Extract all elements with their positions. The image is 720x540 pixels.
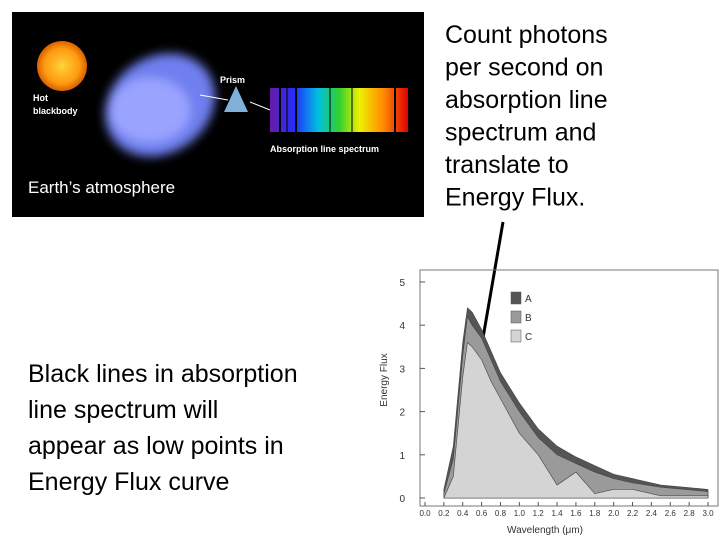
- hot-label: Hot: [33, 93, 48, 103]
- light-ray: [199, 94, 229, 101]
- legend-swatch: [510, 291, 522, 305]
- body-text: appear as low points in: [28, 432, 284, 460]
- body-text: Count photons: [445, 21, 608, 49]
- legend-label: B: [525, 313, 532, 324]
- area: [443, 341, 709, 499]
- spectrum: [270, 88, 408, 132]
- legend-swatch: [510, 310, 522, 324]
- x-tick-label: 2.2: [627, 509, 639, 518]
- x-tick-label: 2.8: [684, 509, 696, 518]
- legend-label: A: [525, 294, 532, 305]
- x-tick-label: 0.0: [419, 509, 431, 518]
- atmosphere-label: Earth’s atmosphere: [28, 178, 175, 197]
- x-axis-label: Wavelength (μm): [507, 525, 583, 536]
- x-tick-label: 0.2: [438, 509, 450, 518]
- x-tick-label: 0.8: [495, 509, 507, 518]
- y-tick-label: 3: [399, 364, 405, 375]
- prism-label: Prism: [220, 75, 245, 85]
- x-tick-label: 1.2: [533, 509, 545, 518]
- x-tick-label: 2.6: [665, 509, 677, 518]
- body-text: spectrum and: [445, 119, 596, 147]
- y-tick-label: 1: [399, 451, 405, 462]
- chart-panel: [372, 268, 720, 540]
- body-text: Energy Flux.: [445, 184, 585, 212]
- legend-swatch: [510, 329, 522, 343]
- y-tick-label: 4: [399, 321, 405, 332]
- absorption-lines: [279, 88, 396, 132]
- x-tick-label: 1.8: [589, 509, 601, 518]
- x-tick-label: 2.0: [608, 509, 620, 518]
- x-tick-label: 2.4: [646, 509, 658, 518]
- body-text: translate to: [445, 151, 569, 179]
- body-text: line spectrum will: [28, 396, 218, 424]
- plot-frame: [419, 269, 719, 507]
- spectrum-label: Absorption line spectrum: [270, 144, 379, 154]
- y-tick-label: 0: [399, 494, 405, 505]
- x-tick-label: 0.4: [457, 509, 469, 518]
- x-tick-label: 1.0: [514, 509, 526, 518]
- hot-label: blackbody: [33, 106, 78, 116]
- y-axis-label: Energy Flux: [379, 353, 390, 406]
- sun: [37, 41, 87, 91]
- y-tick-label: 5: [399, 278, 405, 289]
- body-text: absorption line: [445, 86, 608, 114]
- atmosphere-cloud: [105, 53, 215, 157]
- x-tick-label: 3.0: [702, 509, 714, 518]
- x-tick-label: 1.4: [552, 509, 564, 518]
- prism: [224, 86, 248, 112]
- body-text: per second on: [445, 54, 603, 82]
- body-text: Black lines in absorption: [28, 360, 298, 388]
- x-tick-label: 1.6: [570, 509, 582, 518]
- legend-label: C: [525, 332, 532, 343]
- body-text: Energy Flux curve: [28, 468, 229, 496]
- y-tick-label: 2: [399, 408, 405, 419]
- chart: ABC 0 1 2 3 4 5 0.0 0.2 0.4 0.6 0.8 1.0 1.2 1.4 1.6 1.8 2…: [379, 269, 719, 536]
- light-ray: [249, 101, 271, 111]
- x-tick-label: 0.6: [476, 509, 488, 518]
